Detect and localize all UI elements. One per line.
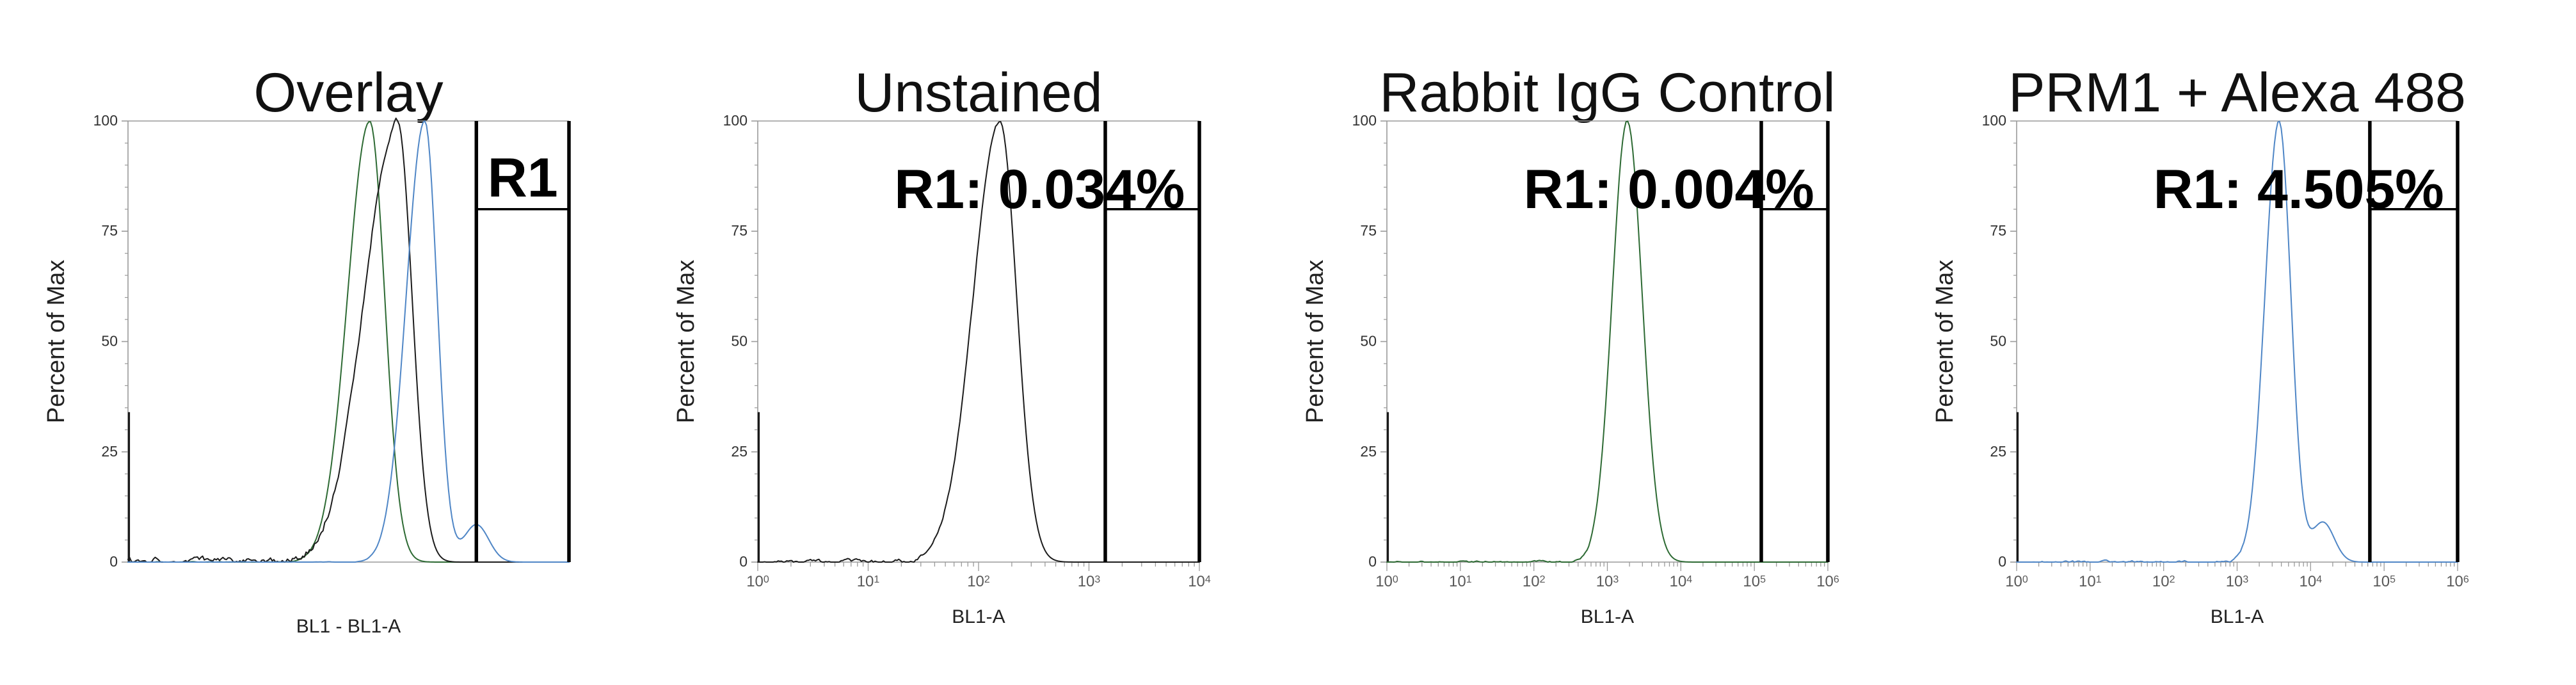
svg-text:75: 75 [1990,222,2006,239]
svg-text:Rabbit IgG Control: Rabbit IgG Control [1379,62,1835,124]
svg-text:Percent of Max: Percent of Max [673,260,700,424]
svg-text:100: 100 [1352,112,1377,129]
svg-text:75: 75 [731,222,748,239]
svg-text:BL1 - BL1-A: BL1 - BL1-A [296,616,401,637]
svg-text:BL1-A: BL1-A [952,606,1005,627]
svg-text:BL1-A: BL1-A [1581,606,1634,627]
svg-text:25: 25 [101,443,118,460]
svg-text:25: 25 [1360,443,1377,460]
svg-text:R1: 0.034%: R1: 0.034% [894,159,1185,220]
svg-text:100: 100 [93,112,118,129]
svg-text:0: 0 [1998,553,2006,570]
svg-text:50: 50 [1990,333,2006,350]
svg-text:BL1-A: BL1-A [2211,606,2264,627]
svg-text:PRM1 + Alexa 488: PRM1 + Alexa 488 [2008,62,2466,124]
svg-text:Unstained: Unstained [854,62,1102,124]
svg-text:100: 100 [1982,112,2006,129]
svg-text:Percent of Max: Percent of Max [1302,260,1329,424]
svg-text:0: 0 [1368,553,1377,570]
svg-text:Percent of Max: Percent of Max [1932,260,1958,424]
svg-text:Percent of Max: Percent of Max [43,260,70,424]
svg-text:R1: 4.505%: R1: 4.505% [2154,159,2444,220]
svg-text:Overlay: Overlay [253,62,443,124]
svg-text:0: 0 [739,553,748,570]
svg-text:R1: 0.004%: R1: 0.004% [1524,159,1814,220]
svg-text:50: 50 [101,333,118,350]
svg-text:R1: R1 [488,147,558,209]
svg-text:0: 0 [109,553,118,570]
svg-text:50: 50 [731,333,748,350]
svg-text:25: 25 [1990,443,2006,460]
svg-text:25: 25 [731,443,748,460]
svg-text:50: 50 [1360,333,1377,350]
svg-text:75: 75 [1360,222,1377,239]
svg-text:100: 100 [723,112,748,129]
svg-text:75: 75 [101,222,118,239]
